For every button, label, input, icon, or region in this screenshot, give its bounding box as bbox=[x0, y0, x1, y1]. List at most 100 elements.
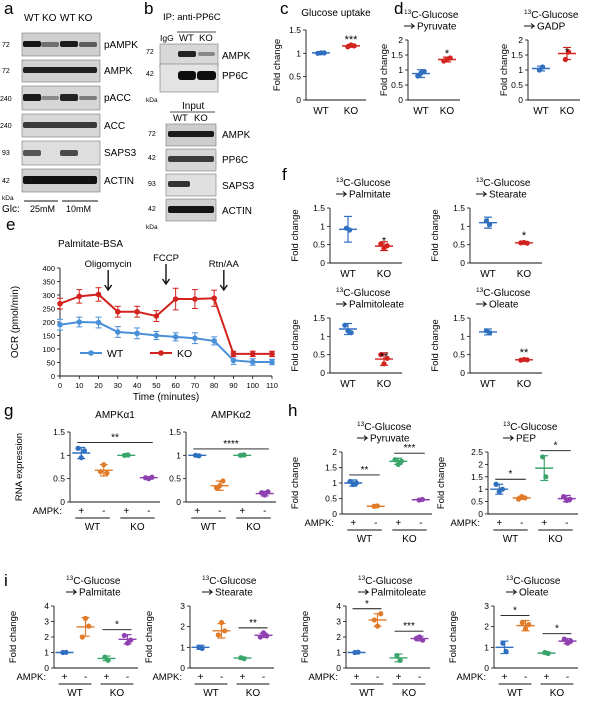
significance-marker: * bbox=[115, 620, 119, 631]
chart-title-arrow bbox=[357, 435, 369, 441]
y-tick-label: 1.5 bbox=[511, 50, 523, 60]
data-point bbox=[95, 291, 102, 298]
data-point bbox=[257, 634, 263, 640]
chart-title: 13C-Glucose bbox=[66, 575, 121, 587]
significance-marker: ** bbox=[361, 465, 369, 476]
x-tick-label: 90 bbox=[229, 381, 237, 390]
data-point bbox=[149, 474, 155, 480]
y-axis-label: Fold change bbox=[290, 209, 301, 261]
x-tick-label: 110 bbox=[266, 381, 278, 390]
x-tick-label: WT bbox=[533, 106, 549, 117]
data-point bbox=[57, 321, 63, 328]
ampk-status-label: + bbox=[123, 506, 129, 517]
blot-a-band bbox=[79, 42, 97, 47]
injection-label: FCCP bbox=[153, 253, 179, 264]
chart-title-isotope: 13 bbox=[524, 9, 532, 16]
y-tick-label: 2 bbox=[332, 447, 337, 457]
significance-marker: *** bbox=[345, 34, 359, 46]
y-axis-label: Fold change bbox=[290, 457, 301, 509]
blot-b-row-label: PP6C bbox=[222, 155, 248, 166]
group-label: WT bbox=[67, 688, 83, 699]
ampk-status-label: + bbox=[194, 506, 200, 517]
data-point bbox=[420, 637, 426, 643]
y-tick-label: 0 bbox=[176, 497, 181, 507]
ampk-status-label: - bbox=[524, 672, 527, 683]
data-point bbox=[220, 478, 226, 484]
blot-b-band bbox=[178, 71, 196, 80]
ampk-status-label: - bbox=[520, 518, 523, 529]
data-point bbox=[172, 296, 179, 302]
chart-title: 13C-Glucose bbox=[476, 177, 531, 189]
y-axis-label: Fold change bbox=[448, 611, 459, 663]
significance-marker: * bbox=[382, 235, 387, 247]
y-tick-label: 0 bbox=[320, 368, 325, 378]
data-point bbox=[347, 227, 353, 233]
legend-label: WT bbox=[107, 348, 124, 360]
data-point bbox=[378, 241, 384, 247]
data-point bbox=[260, 630, 267, 636]
y-axis-label: RNA expression bbox=[14, 433, 25, 501]
blot-a-mw: 72 bbox=[2, 68, 10, 75]
data-point bbox=[500, 640, 506, 646]
y-tick-label: 400 bbox=[42, 264, 55, 273]
data-point bbox=[419, 496, 425, 503]
panel-letter-g: g bbox=[4, 401, 13, 420]
data-point bbox=[394, 653, 400, 659]
series-line-wt bbox=[59, 320, 272, 363]
chart-title-target: Pyruvate bbox=[417, 22, 457, 33]
y-tick-label: 2 bbox=[518, 35, 523, 45]
data-point bbox=[78, 455, 84, 461]
chart-title-main: C-Glucose bbox=[483, 288, 531, 299]
x-tick-label: 70 bbox=[191, 381, 199, 390]
x-tick-label: WT bbox=[313, 106, 329, 117]
ampk-status-label: + bbox=[240, 672, 246, 683]
group-label: KO bbox=[402, 534, 417, 545]
blot-b-lane-igg: IgG bbox=[160, 33, 174, 43]
series-line-ko bbox=[59, 293, 272, 355]
panel-letter-h: h bbox=[288, 401, 297, 420]
x-tick-label: 40 bbox=[133, 381, 141, 390]
y-tick-label: 0.5 bbox=[453, 350, 465, 360]
y-tick-label: 4 bbox=[336, 601, 341, 611]
blot-a-band bbox=[23, 94, 41, 101]
data-point bbox=[211, 338, 217, 344]
chart-title-arrow bbox=[202, 589, 214, 595]
injection-arrow bbox=[219, 270, 228, 292]
blot-a-lane-3: WT bbox=[60, 13, 76, 24]
chart-title-isotope: 13 bbox=[202, 575, 210, 582]
data-point bbox=[121, 632, 127, 639]
blot-b-band bbox=[197, 71, 216, 80]
y-tick-label: 0 bbox=[460, 258, 465, 268]
significance-marker: ** bbox=[520, 347, 529, 359]
y-tick-label: 1 bbox=[320, 331, 325, 341]
data-point bbox=[211, 295, 217, 302]
x-tick-label: 10 bbox=[75, 381, 83, 390]
significance-marker: * bbox=[445, 48, 450, 60]
chart-title-main: C-Glucose bbox=[513, 576, 561, 587]
data-point bbox=[374, 503, 380, 509]
x-tick-label: 80 bbox=[210, 381, 218, 390]
chart-title: Glucose uptake bbox=[301, 8, 371, 19]
y-tick-label: 0 bbox=[484, 663, 489, 673]
significance-marker: ** bbox=[249, 618, 257, 629]
ampk-status-label: + bbox=[104, 672, 110, 683]
blot-a-band bbox=[23, 150, 41, 156]
ampk-status-label: - bbox=[218, 506, 221, 517]
y-tick-label: 1.5 bbox=[289, 25, 301, 35]
blot-b-mw: 42 bbox=[146, 71, 154, 78]
y-tick-label: 0.5 bbox=[325, 494, 337, 504]
y-tick-label: 2 bbox=[478, 459, 483, 469]
data-point bbox=[567, 496, 573, 502]
y-tick-label: 0 bbox=[336, 663, 341, 673]
chart-title: 13C-Glucose bbox=[503, 421, 558, 433]
group-label: KO bbox=[110, 688, 125, 699]
group-label: KO bbox=[550, 688, 565, 699]
ampk-status-label: + bbox=[396, 672, 402, 683]
y-tick-label: 50 bbox=[47, 359, 55, 368]
